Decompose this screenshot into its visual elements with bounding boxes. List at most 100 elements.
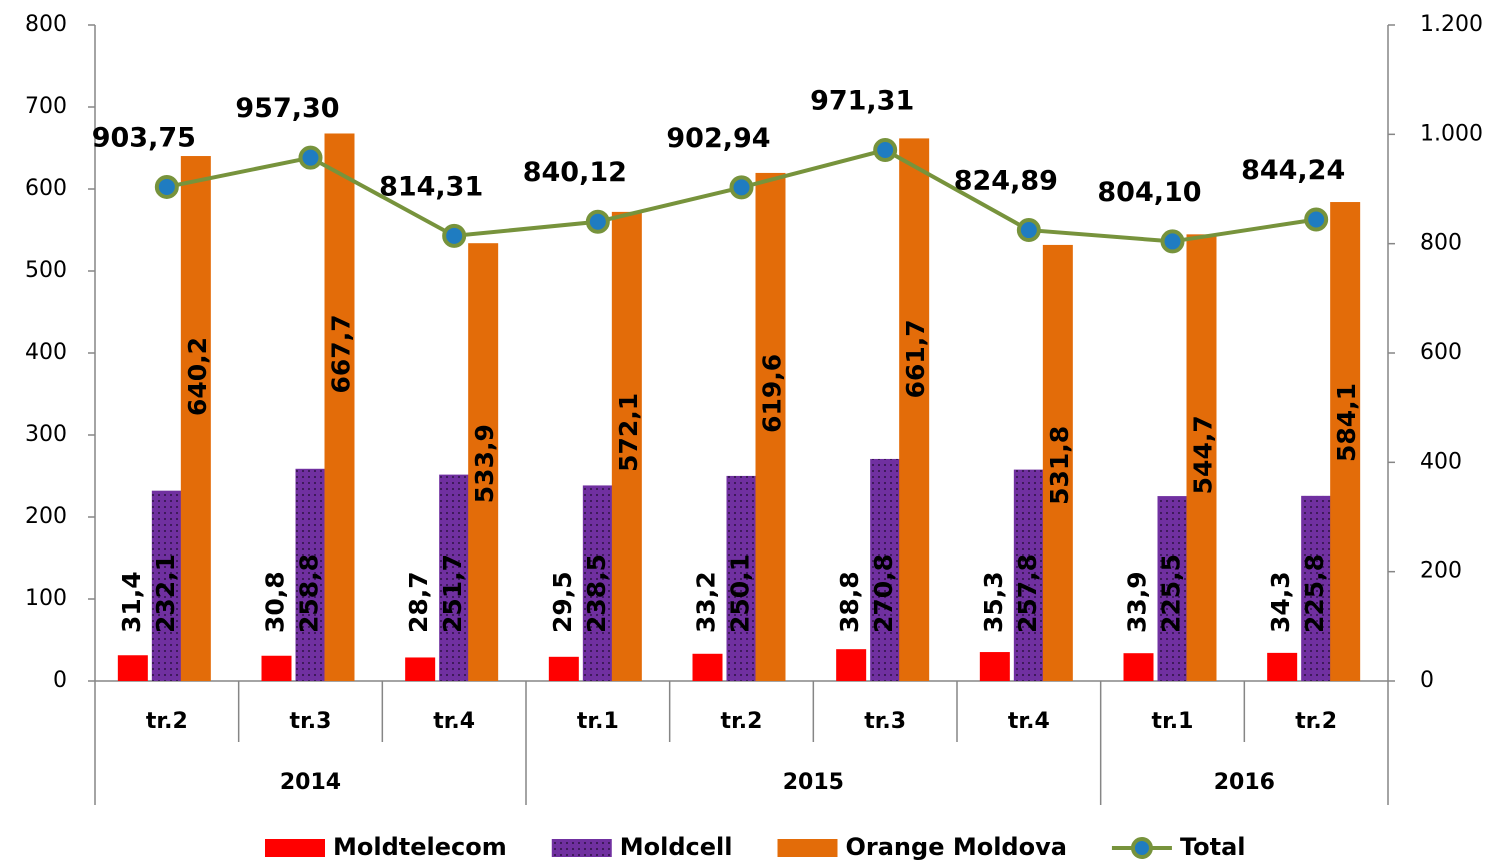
data-label: 667,7 <box>327 314 356 393</box>
bar <box>1042 244 1073 681</box>
x-tick-label: tr.2 <box>721 709 763 734</box>
y2-tick-label: 1.200 <box>1420 12 1483 37</box>
total-label: 840,12 <box>523 157 627 188</box>
x-group-label: 2014 <box>280 770 341 795</box>
data-label: 257,8 <box>1013 554 1042 633</box>
bar <box>726 475 757 681</box>
data-label: 640,2 <box>183 337 212 416</box>
bar <box>468 243 499 681</box>
bar <box>1013 469 1044 681</box>
legend-marker <box>1130 837 1153 859</box>
y2-tick-label: 800 <box>1420 231 1462 256</box>
y-tick-label: 300 <box>25 422 67 447</box>
x-tick-label: tr.4 <box>1008 709 1050 734</box>
y-tick-label: 800 <box>25 12 67 37</box>
marker <box>729 175 754 200</box>
legend-swatch <box>551 839 612 857</box>
bar <box>405 657 436 681</box>
data-label: 35,3 <box>979 571 1008 633</box>
bar <box>836 649 867 681</box>
data-label: 533,9 <box>470 424 499 503</box>
total-label: 844,24 <box>1241 155 1345 186</box>
total-label: 902,94 <box>666 123 770 154</box>
data-label: 250,1 <box>726 554 755 633</box>
x-tick-label: tr.2 <box>1295 709 1337 734</box>
data-label: 258,8 <box>295 554 324 633</box>
x-tick-label: tr.1 <box>1152 709 1194 734</box>
data-label: 572,1 <box>614 393 643 472</box>
y-tick-label: 700 <box>25 94 67 119</box>
y-tick-label: 200 <box>25 504 67 529</box>
legend-swatch <box>777 839 838 857</box>
bar <box>1267 652 1298 681</box>
total-label: 903,75 <box>92 122 196 153</box>
legend-label: Moldtelecom <box>333 833 507 861</box>
bar <box>692 653 723 681</box>
data-label: 225,5 <box>1157 554 1186 633</box>
data-label: 33,2 <box>692 571 721 633</box>
bar <box>295 468 326 681</box>
y-tick-label: 500 <box>25 258 67 283</box>
y-tick-label: 100 <box>25 586 67 611</box>
data-label: 33,9 <box>1123 571 1152 633</box>
bar <box>261 655 292 681</box>
marker <box>1160 229 1185 254</box>
bar <box>899 138 930 681</box>
bar <box>1123 653 1154 681</box>
x-tick-label: tr.2 <box>146 709 188 734</box>
total-label: 957,30 <box>235 93 339 124</box>
x-group-label: 2016 <box>1214 770 1275 795</box>
data-label: 238,5 <box>582 554 611 633</box>
x-group-label: 2015 <box>783 770 844 795</box>
data-label: 270,8 <box>869 554 898 633</box>
bar <box>582 485 613 681</box>
bar <box>1330 202 1361 681</box>
marker <box>1304 207 1329 232</box>
bar <box>439 474 470 681</box>
data-label: 619,6 <box>758 354 787 433</box>
bar <box>548 656 579 681</box>
legend-label: Moldcell <box>620 833 733 861</box>
marker <box>585 209 610 234</box>
y2-tick-label: 1.000 <box>1420 121 1483 146</box>
data-label: 225,8 <box>1300 554 1329 633</box>
bar <box>1301 495 1332 681</box>
data-label: 584,1 <box>1332 383 1361 462</box>
marker <box>154 174 179 199</box>
total-label: 824,89 <box>954 166 1058 197</box>
marker <box>873 138 898 163</box>
bar <box>180 156 211 681</box>
marker <box>442 223 467 248</box>
y-tick-label: 600 <box>25 176 67 201</box>
marker <box>1016 218 1041 243</box>
data-label: 29,5 <box>548 571 577 633</box>
data-label: 28,7 <box>404 571 433 633</box>
bar <box>324 133 355 682</box>
data-label: 531,8 <box>1045 426 1074 505</box>
data-label: 34,3 <box>1266 571 1295 633</box>
data-label: 38,8 <box>835 571 864 633</box>
x-tick-label: tr.1 <box>577 709 619 734</box>
y2-tick-label: 0 <box>1420 668 1434 693</box>
x-tick-label: tr.3 <box>290 709 332 734</box>
data-label: 31,4 <box>117 571 146 633</box>
data-label: 30,8 <box>261 571 290 633</box>
y-tick-label: 0 <box>53 668 67 693</box>
bar <box>870 458 901 681</box>
y2-tick-label: 400 <box>1420 449 1462 474</box>
bar <box>755 172 786 682</box>
marker <box>298 145 323 170</box>
data-label: 251,7 <box>438 554 467 633</box>
data-label: 232,1 <box>151 554 180 633</box>
x-tick-label: tr.3 <box>864 709 906 734</box>
bar <box>151 490 182 681</box>
total-label: 971,31 <box>810 86 914 117</box>
y2-tick-label: 600 <box>1420 340 1462 365</box>
y-tick-label: 400 <box>25 340 67 365</box>
legend-label: Total <box>1180 833 1246 861</box>
bar <box>117 655 148 681</box>
legend-label: Orange Moldova <box>846 833 1067 861</box>
x-tick-label: tr.4 <box>433 709 475 734</box>
y2-tick-label: 200 <box>1420 559 1462 584</box>
